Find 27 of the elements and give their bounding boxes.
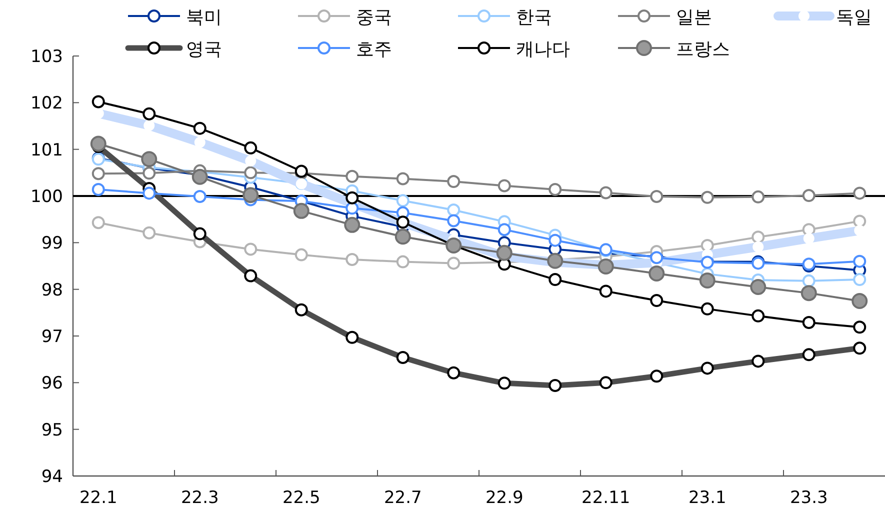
legend-label: 중국 bbox=[356, 7, 392, 28]
x-tick-label: 22.11 bbox=[582, 488, 630, 508]
x-tick-label: 22.7 bbox=[384, 488, 422, 508]
y-tick-label: 103 bbox=[30, 47, 63, 67]
y-tick-label: 99 bbox=[41, 234, 63, 254]
y-tick-label: 97 bbox=[41, 327, 63, 347]
legend-label: 한국 bbox=[516, 7, 552, 28]
legend-label: 일본 bbox=[676, 7, 712, 28]
legend-label: 캐나다 bbox=[516, 39, 570, 60]
x-tick-label: 22.5 bbox=[282, 488, 320, 508]
y-tick-label: 94 bbox=[41, 467, 63, 487]
y-tick-label: 98 bbox=[41, 280, 63, 300]
legend-label: 프랑스 bbox=[676, 39, 730, 60]
y-tick-label: 102 bbox=[30, 94, 63, 114]
x-tick-label: 22.1 bbox=[79, 488, 118, 508]
x-tick-label: 22.9 bbox=[485, 488, 524, 508]
y-tick-label: 96 bbox=[41, 374, 63, 394]
legend-label: 영국 bbox=[186, 39, 222, 60]
y-tick-label: 101 bbox=[30, 140, 63, 160]
x-tick-label: 22.3 bbox=[180, 488, 219, 508]
legend-label: 호주 bbox=[356, 39, 392, 60]
legend-label: 북미 bbox=[186, 7, 222, 28]
x-tick-label: 23.3 bbox=[790, 488, 828, 508]
y-tick-label: 95 bbox=[41, 420, 63, 440]
y-tick-label: 100 bbox=[30, 187, 63, 207]
x-tick-label: 23.1 bbox=[688, 488, 726, 508]
legend-label: 독일 bbox=[836, 7, 872, 28]
